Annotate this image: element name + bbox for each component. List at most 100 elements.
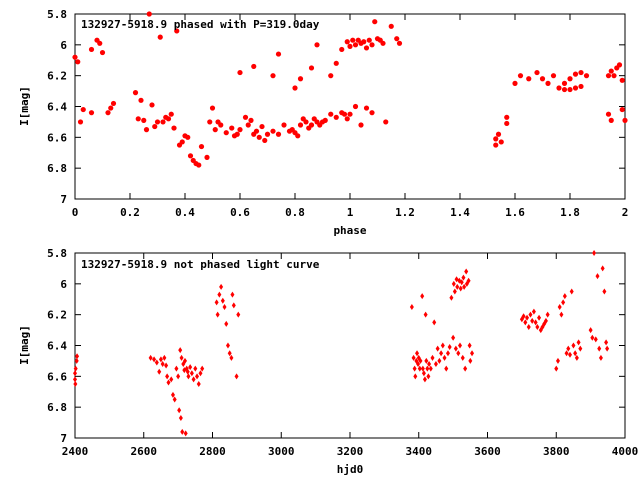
data-point [578, 83, 584, 90]
y-tick-label: 6.8 [47, 401, 67, 414]
data-point [467, 342, 472, 349]
data-point [344, 116, 350, 122]
data-point [545, 311, 550, 318]
data-point [526, 324, 531, 330]
data-point [174, 28, 180, 34]
data-point [138, 97, 144, 103]
data-point [160, 361, 165, 367]
x-tick-label: 3600 [474, 445, 501, 458]
data-point [588, 327, 593, 334]
data-point [619, 106, 625, 113]
y-tick-label: 6.2 [47, 70, 67, 83]
data-point [352, 103, 359, 110]
data-point [341, 111, 348, 117]
data-point [237, 127, 243, 133]
data-point [413, 373, 418, 380]
data-point [347, 111, 353, 117]
data-point [394, 36, 400, 42]
data-point [595, 273, 600, 280]
data-point [176, 373, 181, 380]
data-point [270, 128, 276, 134]
data-point [428, 365, 433, 372]
data-point [72, 54, 78, 60]
data-point [97, 40, 103, 46]
data-point [531, 308, 536, 315]
data-point [344, 39, 350, 45]
data-point [424, 357, 429, 364]
data-point [171, 125, 177, 131]
data-point [435, 345, 440, 352]
y-tick-label: 6.4 [47, 101, 67, 114]
data-point [196, 381, 201, 388]
data-point [234, 131, 240, 137]
x-axis-label: hjd0 [337, 463, 364, 476]
y-tick-label: 6.6 [47, 370, 67, 383]
data-point [73, 365, 78, 372]
data-point [195, 373, 200, 380]
data-point [578, 69, 584, 76]
data-point [605, 345, 610, 352]
data-point [600, 265, 605, 272]
data-point [275, 131, 282, 137]
data-point [350, 37, 356, 43]
data-points [72, 11, 628, 168]
data-point [597, 345, 602, 352]
data-point [352, 42, 359, 48]
chart-title: 132927-5918.9 phased with P=319.0day [81, 18, 320, 31]
data-point [245, 122, 251, 128]
data-point [554, 365, 559, 372]
data-point [426, 373, 431, 380]
data-point [559, 311, 564, 318]
data-point [73, 376, 77, 383]
data-point [608, 68, 614, 74]
data-point [152, 123, 158, 130]
data-point [164, 362, 169, 369]
data-point [358, 122, 364, 128]
unphased-light-curve-panel: 2400 2600 2800 3000 3200 3400 3600 3800 4000 5.8 6… [18, 247, 638, 476]
y-tick-label: 6 [60, 278, 67, 291]
data-point [339, 46, 345, 53]
data-point [157, 368, 162, 375]
data-point [110, 100, 117, 107]
data-point [430, 354, 435, 361]
data-point [451, 334, 456, 341]
data-point [523, 319, 528, 326]
data-point [220, 297, 225, 304]
data-point [174, 365, 179, 372]
data-point [183, 357, 187, 364]
data-point [169, 376, 174, 383]
data-point [178, 414, 183, 421]
data-point [218, 122, 224, 128]
data-point [189, 370, 194, 377]
data-point [166, 379, 171, 386]
data-point [366, 37, 372, 43]
data-point [200, 365, 205, 372]
data-point [590, 334, 595, 341]
data-point [328, 73, 334, 79]
data-point [533, 319, 538, 326]
data-point [363, 105, 370, 111]
data-point [598, 354, 603, 361]
x-tick-label: 0 [72, 206, 79, 219]
data-point [561, 86, 568, 93]
data-point [425, 365, 430, 372]
data-point [416, 361, 421, 367]
data-point [256, 134, 262, 140]
data-point [562, 293, 567, 300]
data-point [193, 365, 198, 372]
data-point [179, 354, 184, 361]
data-point [225, 342, 230, 349]
data-point [463, 365, 468, 372]
data-point [135, 116, 141, 122]
data-point [383, 119, 389, 125]
x-tick-label: 2600 [131, 445, 158, 458]
data-point [422, 376, 427, 383]
data-point [185, 134, 191, 140]
data-point [578, 345, 583, 352]
data-point [440, 342, 445, 349]
data-point [409, 303, 414, 310]
y-tick-label: 7 [60, 432, 67, 445]
data-point [433, 361, 438, 367]
x-tick-label: 3200 [337, 445, 364, 458]
